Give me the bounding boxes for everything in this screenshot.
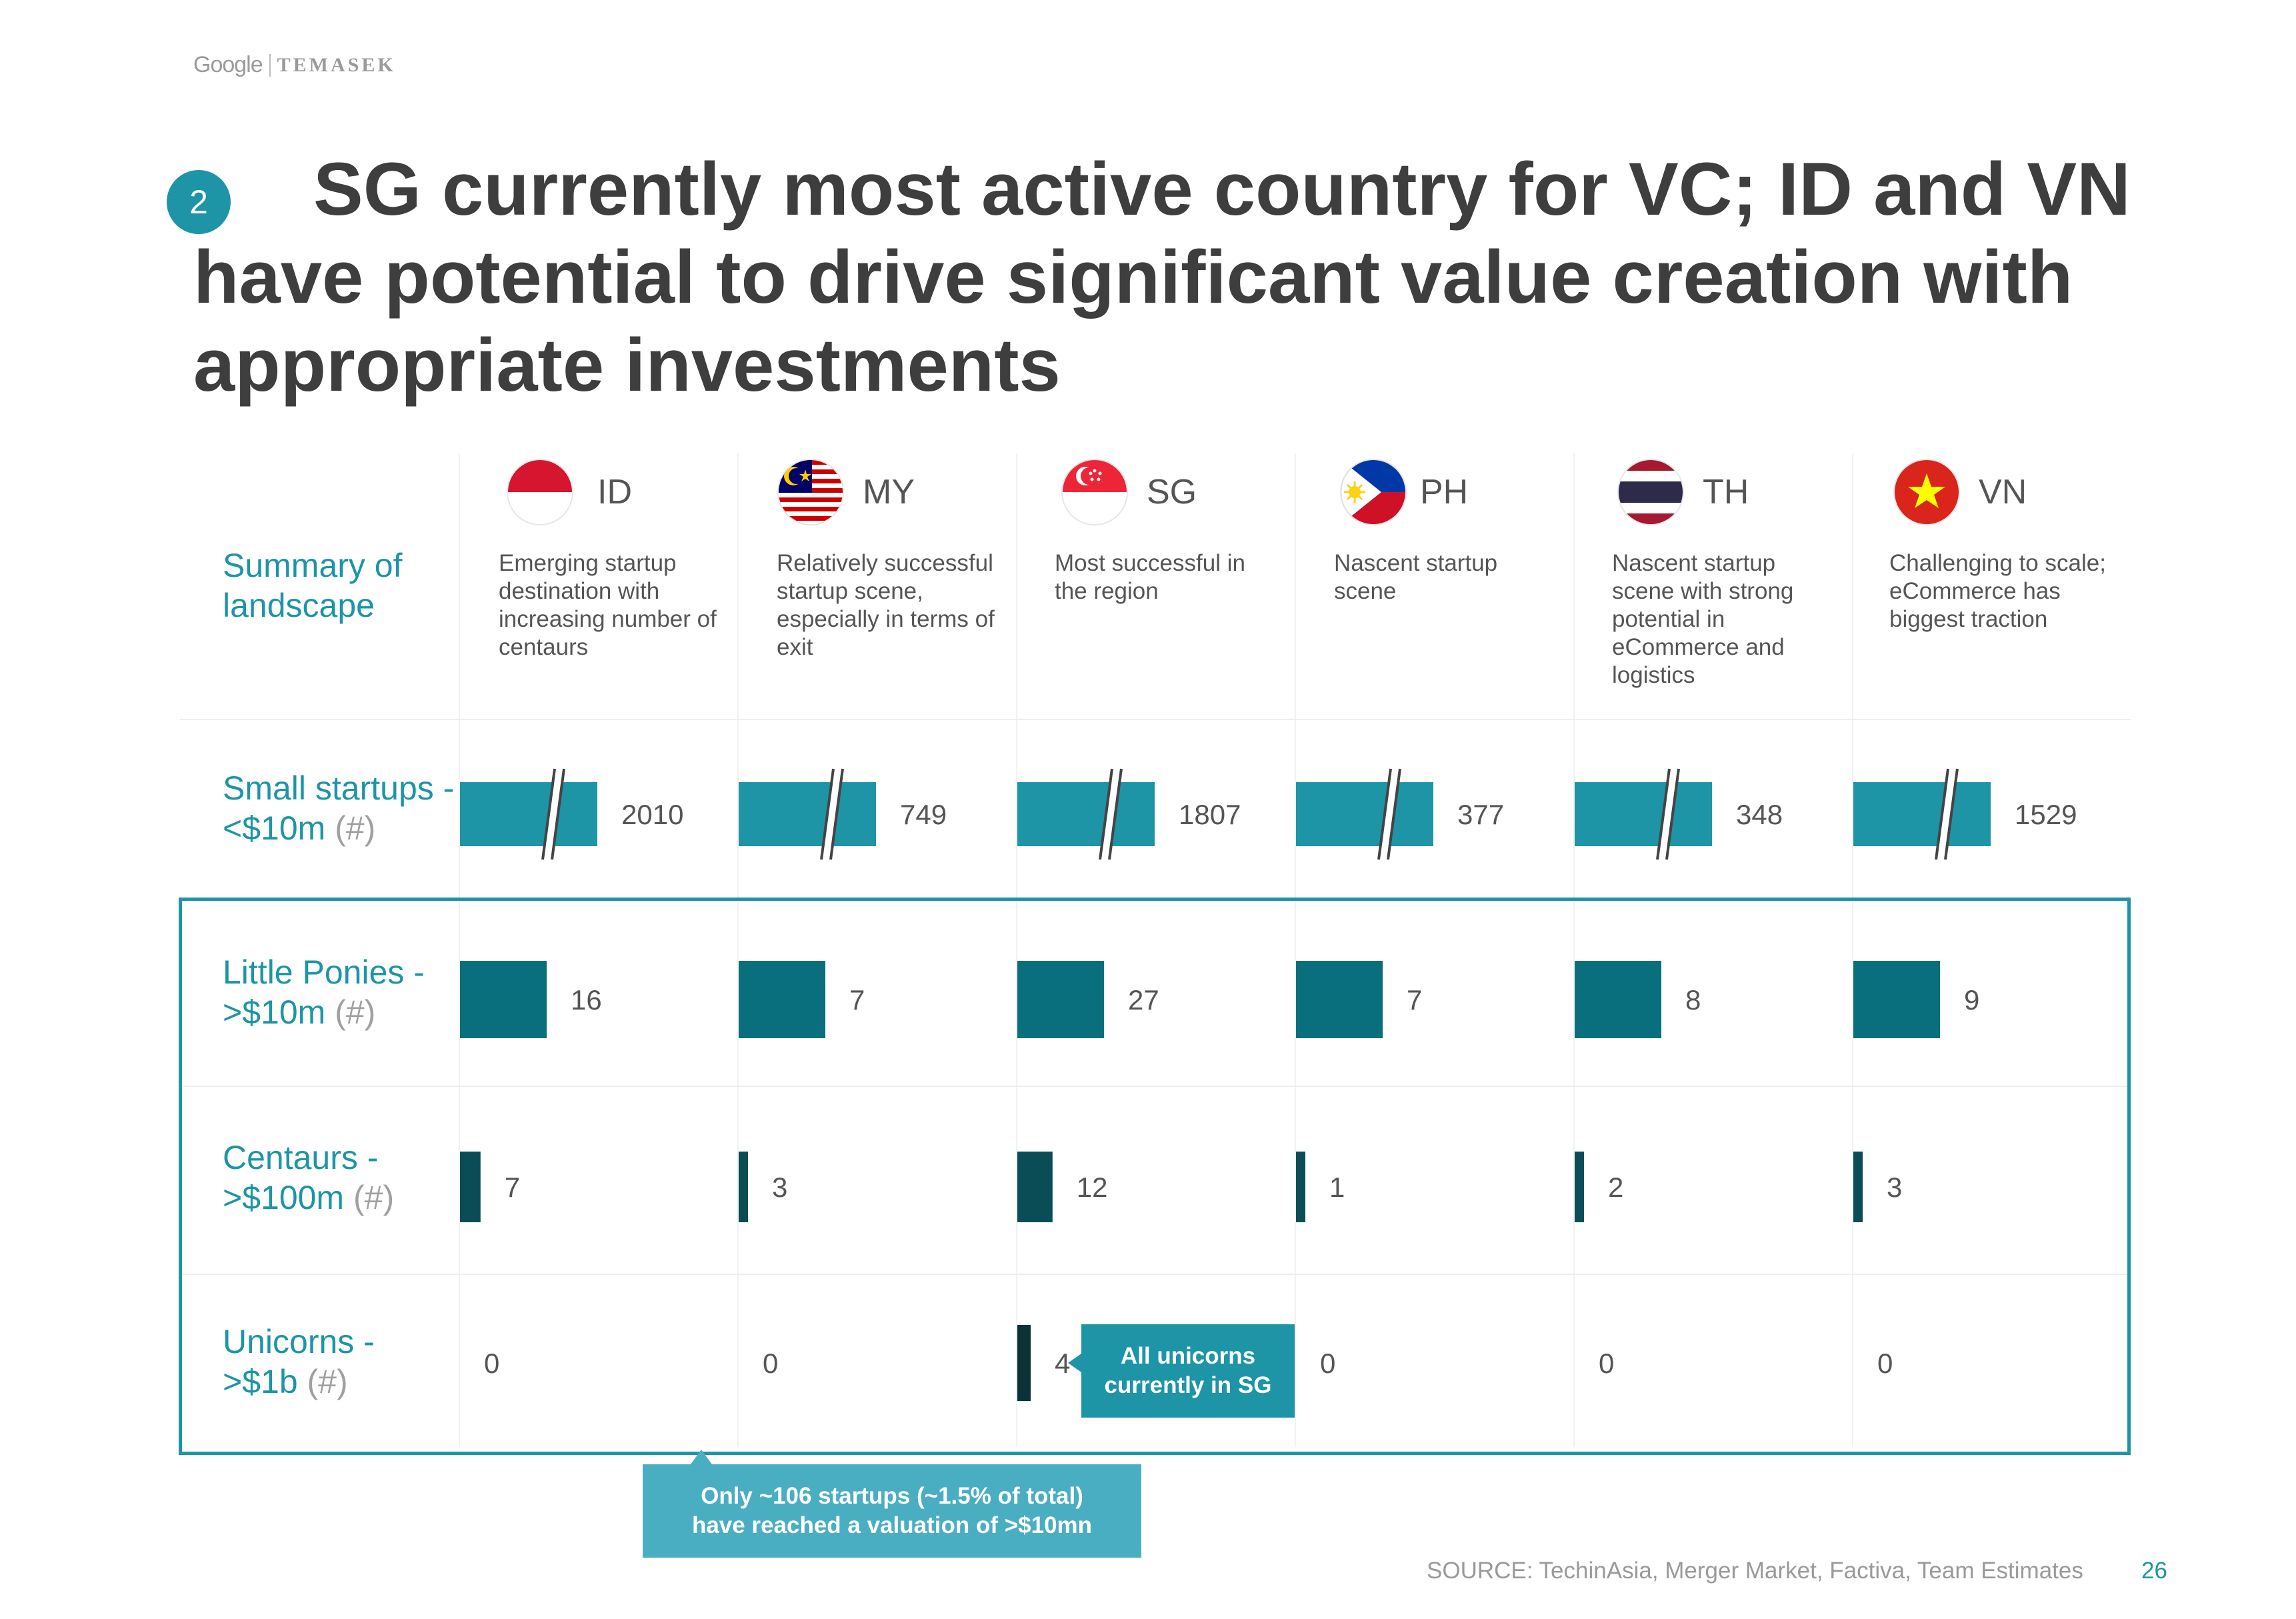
callout-pointer-valuation [691, 1450, 712, 1464]
callout-unicorns-sg: All unicorns currently in SG [1081, 1324, 1295, 1418]
data-label: 9 [1964, 984, 1979, 1016]
country-code: VN [1979, 473, 2027, 511]
data-label: 0 [484, 1348, 499, 1379]
axis-break-icon [1935, 768, 1959, 860]
country-header-sg: SG [1063, 460, 1197, 524]
brand-divider [269, 53, 271, 77]
data-label: 749 [900, 799, 947, 830]
data-label: 8 [1685, 984, 1701, 1016]
data-label: 2 [1608, 1172, 1623, 1203]
section-badge: 2 [167, 170, 231, 234]
bar-centaurs-ph [1296, 1152, 1305, 1222]
axis-break-icon [541, 768, 565, 860]
bar-little-ponies-vn [1853, 961, 1940, 1038]
country-header-id: ID [508, 460, 632, 524]
axis-break-icon [1099, 768, 1123, 860]
data-label: 27 [1128, 984, 1159, 1016]
bar-centaurs-vn [1853, 1152, 1863, 1222]
callout-valuation: Only ~106 startups (~1.5% of total) have… [643, 1464, 1141, 1558]
data-label: 2010 [621, 799, 683, 830]
summary-vn: Challenging to scale; eCommerce has bigg… [1889, 550, 2106, 632]
row-divider [180, 719, 2131, 720]
axis-break-icon [1656, 768, 1680, 860]
page-number: 26 [2141, 1558, 2167, 1584]
data-label: 7 [505, 1172, 520, 1203]
country-header-my: MY [779, 460, 915, 524]
country-code: TH [1703, 473, 1749, 511]
country-code: PH [1420, 473, 1469, 511]
country-code: MY [863, 473, 915, 511]
summary-my: Relatively successful startup scene, esp… [777, 550, 995, 660]
slide-title: SG currently most active country for VC;… [193, 147, 2131, 407]
data-label: 377 [1457, 799, 1504, 830]
highlight-box [179, 898, 2131, 1455]
row-label-little-ponies: Little Ponies - >$10m (#) [223, 954, 425, 1031]
column-divider [1852, 453, 1853, 1447]
data-label: 16 [571, 984, 602, 1016]
data-label: 3 [772, 1172, 787, 1203]
data-label: 0 [1599, 1348, 1614, 1379]
malaysia-flag-icon [779, 460, 843, 524]
bar-little-ponies-th [1575, 961, 1661, 1038]
data-label: 3 [1887, 1172, 1902, 1203]
summary-sg: Most successful in the region [1055, 550, 1245, 604]
data-label: 12 [1077, 1172, 1108, 1203]
bar-small-startups-th [1575, 782, 1712, 846]
data-label: 7 [849, 984, 865, 1016]
data-label: 0 [763, 1348, 778, 1379]
row-divider [180, 1086, 2131, 1087]
country-code: SG [1147, 473, 1197, 511]
bar-small-startups-my [739, 782, 876, 846]
axis-break-icon [1377, 768, 1401, 860]
bar-little-ponies-id [460, 961, 547, 1038]
source-note: SOURCE: TechinAsia, Merger Market, Facti… [1427, 1558, 2083, 1584]
google-logo: Google [193, 52, 263, 77]
data-label: 1529 [2015, 799, 2077, 830]
data-label: 4 [1055, 1348, 1070, 1379]
axis-break-icon [820, 768, 844, 860]
bar-small-startups-ph [1296, 782, 1433, 846]
summary-ph: Nascent startup scene [1334, 550, 1498, 604]
data-label: 1 [1329, 1172, 1345, 1203]
data-label: 348 [1736, 799, 1783, 830]
bar-little-ponies-my [739, 961, 825, 1038]
bar-centaurs-sg [1017, 1152, 1053, 1222]
bar-small-startups-id [460, 782, 597, 846]
column-divider [459, 453, 460, 1447]
row-label-small-startups: Small startups - <$10m (#) [223, 769, 455, 847]
row-divider [180, 1274, 2131, 1275]
summary-th: Nascent startup scene with strong potent… [1612, 550, 1794, 688]
data-label: 0 [1877, 1348, 1893, 1379]
column-divider [737, 453, 739, 1447]
country-code: ID [597, 473, 632, 511]
row-label-summary: Summary of landscape [223, 547, 403, 624]
row-label-unicorns: Unicorns - >$1b (#) [223, 1323, 375, 1400]
column-divider [1573, 453, 1575, 1447]
bar-centaurs-th [1575, 1152, 1584, 1222]
data-label: 0 [1320, 1348, 1335, 1379]
vietnam-flag-icon [1895, 460, 1959, 524]
summary-id: Emerging startup destination with increa… [499, 550, 717, 660]
row-label-centaurs: Centaurs - >$100m (#) [223, 1139, 395, 1216]
bar-centaurs-id [460, 1152, 481, 1222]
country-header-th: TH [1619, 460, 1749, 524]
column-divider [1295, 453, 1296, 1447]
bar-small-startups-sg [1017, 782, 1155, 846]
data-label: 7 [1407, 984, 1422, 1016]
temasek-logo: TEMASEK [277, 53, 396, 76]
bar-small-startups-vn [1853, 782, 1991, 846]
bar-little-ponies-ph [1296, 961, 1383, 1038]
bar-centaurs-my [739, 1152, 748, 1222]
brand-logo: Google TEMASEK [193, 52, 396, 78]
country-header-vn: VN [1895, 460, 2027, 524]
column-divider [1016, 453, 1017, 1447]
callout-pointer-unicorns [1068, 1354, 1081, 1372]
country-header-ph: PH [1341, 460, 1468, 524]
data-label: 1807 [1179, 799, 1241, 830]
bar-little-ponies-sg [1017, 961, 1104, 1038]
bar-unicorns-sg [1017, 1325, 1031, 1401]
